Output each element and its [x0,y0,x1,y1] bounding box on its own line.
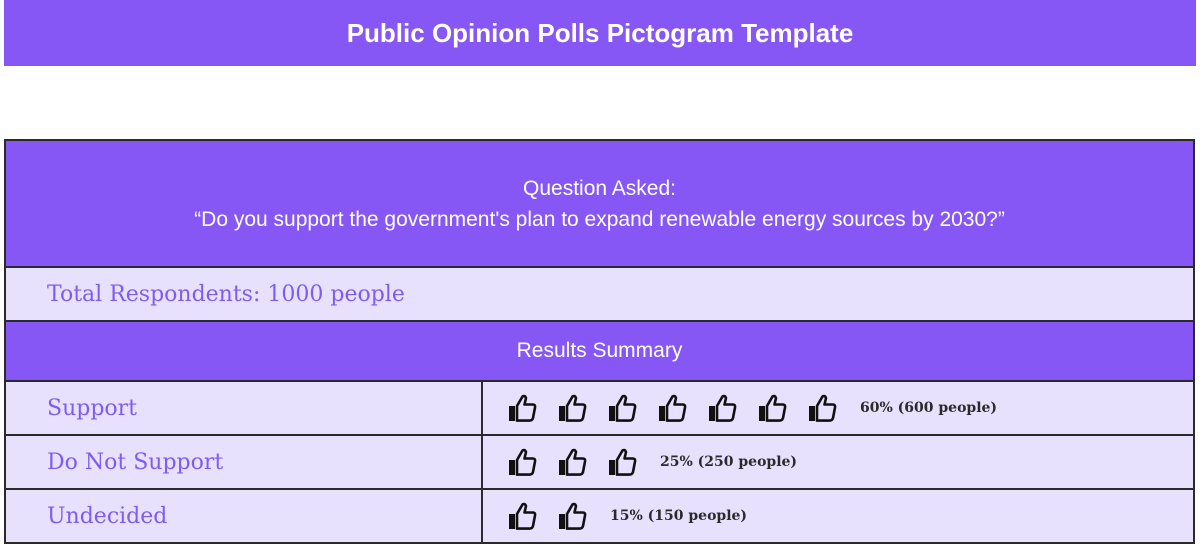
thumbs-up-icon [506,392,538,424]
respondents-row: Total Respondents: 1000 people [6,268,1193,322]
total-respondents: Total Respondents: 1000 people [47,281,405,307]
result-value: 15% (150 people) [610,508,748,524]
page-title: Public Opinion Polls Pictogram Template [346,17,854,48]
thumbs-up-icons [506,500,606,532]
result-label-cell: Do Not Support [6,436,483,488]
result-value-cell: 25% (250 people) [483,436,1193,488]
result-value: 25% (250 people) [660,454,798,470]
result-label: Undecided [47,503,168,529]
thumbs-up-icons [506,392,856,424]
thumbs-up-icon [556,446,588,478]
poll-table: Question Asked: “Do you support the gove… [4,139,1195,544]
thumbs-up-icon [756,392,788,424]
thumbs-up-icon [556,392,588,424]
result-value-cell: 60% (600 people) [483,382,1193,434]
result-value: 60% (600 people) [860,400,998,416]
result-value-cell: 15% (150 people) [483,490,1193,542]
result-label-cell: Undecided [6,490,483,542]
title-bar: Public Opinion Polls Pictogram Template [4,0,1196,66]
result-row-do-not-support: Do Not Support 25% (250 people) [6,436,1193,490]
question-text: “Do you support the government's plan to… [194,207,1005,231]
thumbs-up-icon [606,446,638,478]
result-row-undecided: Undecided 15% (150 people) [6,490,1193,542]
thumbs-up-icons [506,446,656,478]
thumbs-up-icon [806,392,838,424]
thumbs-up-icon [656,392,688,424]
thumbs-up-icon [606,392,638,424]
results-summary-title: Results Summary [516,339,683,362]
results-summary-header: Results Summary [6,322,1193,382]
question-row: Question Asked: “Do you support the gove… [6,141,1193,268]
question-label: Question Asked: [523,176,676,200]
result-label: Support [47,395,138,421]
result-label: Do Not Support [47,449,224,475]
thumbs-up-icon [506,446,538,478]
result-label-cell: Support [6,382,483,434]
thumbs-up-icon [556,500,588,532]
thumbs-up-icon [706,392,738,424]
result-row-support: Support 60% (600 people) [6,382,1193,436]
thumbs-up-icon [506,500,538,532]
